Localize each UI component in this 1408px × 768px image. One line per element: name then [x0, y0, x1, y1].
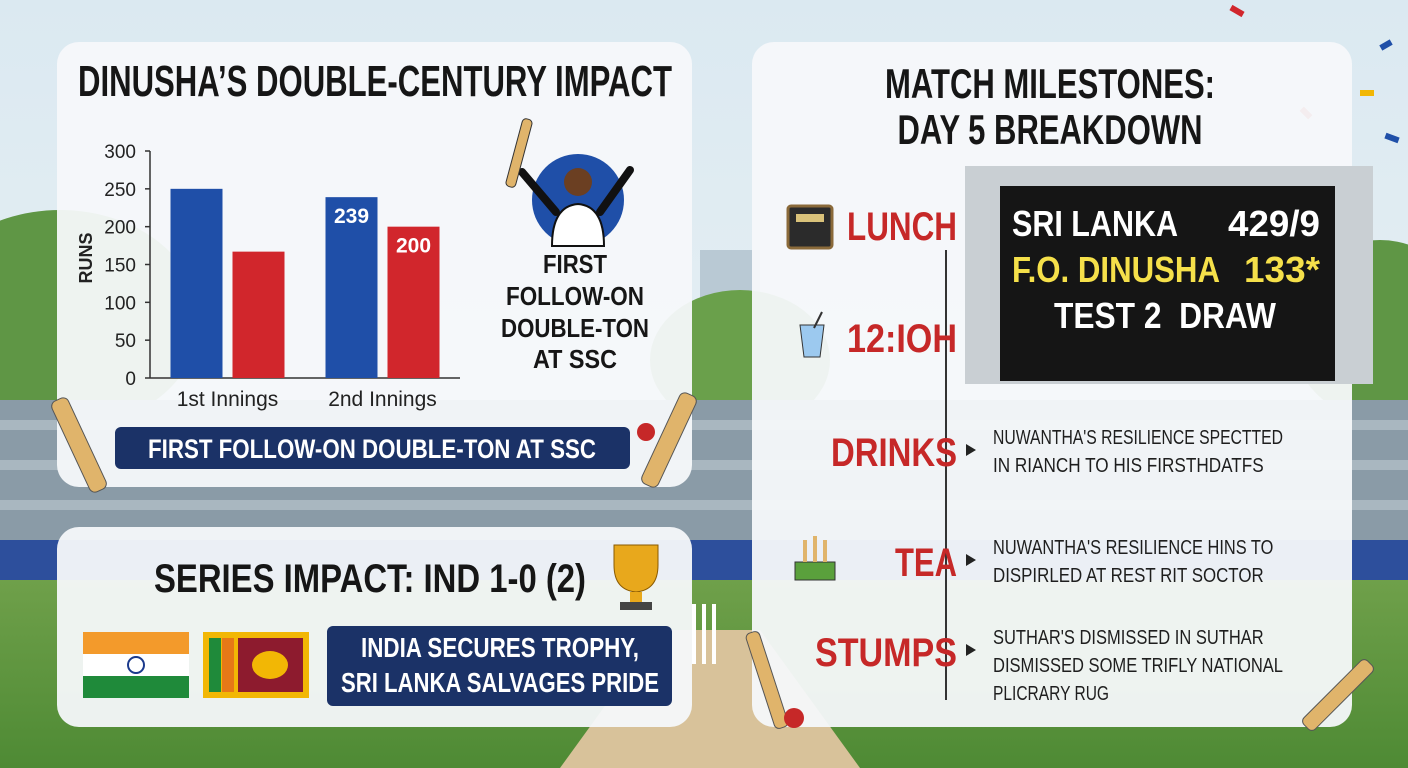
milestone-label: 12:IOH — [847, 317, 957, 361]
timeline-icons — [745, 204, 1374, 731]
y-tick-label: 250 — [104, 180, 136, 201]
value-label: 200 — [396, 235, 431, 258]
milestone-text: SUTHAR'S DISMISSED IN SUTHAR — [993, 627, 1264, 649]
message-line: INDIA SECURES TROPHY, — [361, 632, 639, 663]
series-title: SERIES IMPACT: IND 1-0 (2) — [154, 557, 586, 601]
message-line: SRI LANKA SALVAGES PRIDE — [341, 667, 659, 698]
banner-text: FIRST FOLLOW-ON DOUBLE-TON AT SSC — [148, 434, 596, 464]
player-icon — [505, 118, 634, 247]
y-tick-label: 200 — [104, 218, 136, 239]
y-tick-label: 0 — [125, 369, 136, 390]
arrow — [966, 644, 976, 656]
x-tick-label: 2nd Innings — [328, 388, 437, 411]
sri-lanka-flag — [203, 632, 309, 698]
value-label: 239 — [334, 205, 369, 228]
scoreboard-batter-score: 133* — [1244, 249, 1320, 290]
bar — [170, 188, 223, 378]
milestone-label: STUMPS — [815, 631, 957, 675]
bar — [387, 226, 440, 378]
milestone-text: DISPIRLED AT REST RIT SOCTOR — [993, 565, 1264, 587]
x-tick-label: 1st Innings — [177, 388, 279, 411]
scoreboard-score: 429/9 — [1228, 203, 1320, 244]
y-tick-label: 50 — [115, 331, 136, 352]
arrow — [966, 554, 976, 566]
milestones-title: DAY 5 BREAKDOWN — [898, 106, 1203, 153]
highlight-line: DOUBLE-TON — [501, 313, 649, 343]
arrow — [966, 444, 976, 456]
milestone-label: LUNCH — [847, 205, 957, 249]
india-flag — [83, 632, 189, 698]
milestone-text: PLICRARY RUG — [993, 683, 1109, 705]
chart-title: DINUSHA’S DOUBLE-CENTURY IMPACT — [78, 57, 672, 106]
bat-icon — [51, 392, 697, 493]
highlight-line: FOLLOW-ON — [506, 281, 644, 311]
timeline: LUNCH 12:IOH DRINKS NUWANTHA'S RESILIENCE S… — [815, 205, 1283, 705]
y-tick-label: 300 — [104, 142, 136, 163]
trophy-icon — [613, 544, 659, 610]
milestones-title: MATCH MILESTONES: — [885, 60, 1215, 107]
y-tick-label: 100 — [104, 293, 136, 314]
milestone-text: DISMISSED SOME TRIFLY NATIONAL — [993, 655, 1283, 677]
highlight-line: FIRST — [543, 249, 607, 279]
y-axis-label: RUNS — [76, 232, 96, 283]
scoreboard — [1000, 186, 1335, 381]
y-tick-label: 150 — [104, 256, 136, 277]
bar — [232, 251, 285, 378]
milestone-text: IN RIANCH TO HIS FIRSTHDATFS — [993, 455, 1264, 477]
milestone-text: NUWANTHA'S RESILIENCE SPECTTED — [993, 427, 1283, 449]
milestone-label: TEA — [895, 541, 957, 585]
scoreboard-batter: F.O. DINUSHA — [1012, 249, 1220, 290]
banner — [115, 427, 630, 469]
milestone-text: NUWANTHA'S RESILIENCE HINS TO — [993, 537, 1273, 559]
milestone-label: DRINKS — [831, 431, 957, 475]
highlight-line: AT SSC — [533, 344, 617, 374]
scoreboard-result: TEST 2 DRAW — [1054, 295, 1276, 336]
bar — [325, 197, 378, 378]
plot: 0 50 100 150 200 250 300 1st Innings 2nd Innings… — [104, 142, 440, 411]
scoreboard-team: SRI LANKA — [1012, 203, 1178, 244]
message-box — [327, 626, 672, 706]
